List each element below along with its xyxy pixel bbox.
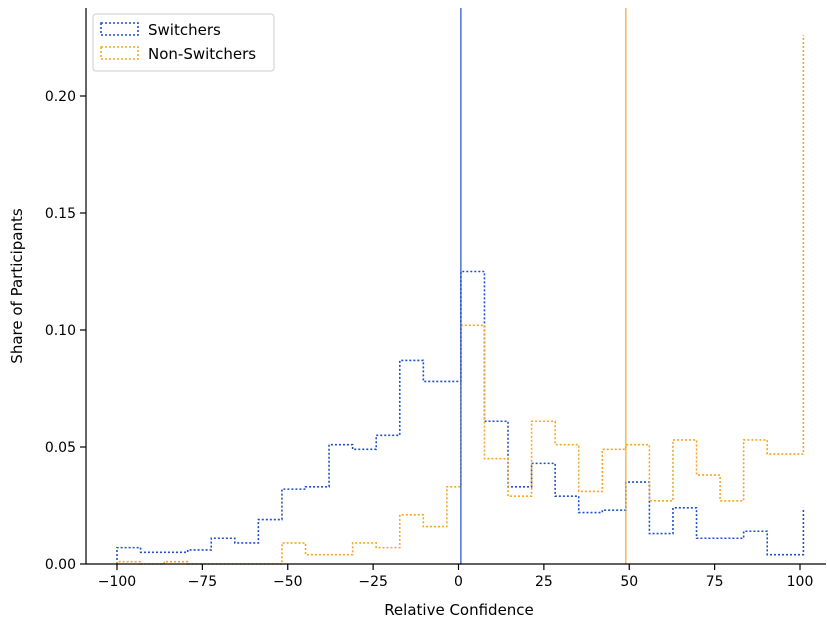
legend-swatch-non-switchers (100, 46, 139, 60)
x-tick-label: −50 (273, 574, 303, 590)
legend-swatch-switchers (100, 22, 139, 36)
y-tick-label: 0.10 (45, 323, 76, 339)
y-axis-title: Share of Participants (8, 208, 26, 364)
histogram-series-switchers (116, 270, 805, 564)
plot-area (116, 8, 805, 565)
x-tick-label: −25 (358, 574, 388, 590)
x-tick-label: −100 (98, 574, 136, 590)
legend-label-non-switchers: Non-Switchers (148, 45, 256, 63)
y-tick-label: 0.05 (45, 440, 76, 456)
x-tick-label: 25 (535, 574, 553, 590)
x-tick-label: 100 (787, 574, 814, 590)
legend-box (92, 13, 275, 72)
x-tick-label: 75 (706, 574, 724, 590)
legend-label-switchers: Switchers (148, 21, 221, 39)
y-tick-label: 0.15 (45, 206, 76, 222)
x-tick-label: 50 (620, 574, 638, 590)
y-tick-label: 0.00 (45, 557, 76, 573)
x-tick-label: −75 (188, 574, 218, 590)
x-tick-label: 0 (454, 574, 463, 590)
y-tick-label: 0.20 (45, 89, 76, 105)
x-axis-title: Relative Confidence (384, 601, 534, 619)
legend: Switchers Non-Switchers (92, 13, 275, 72)
axes (85, 8, 826, 565)
ticks: −100 −75 −50 −25 0 25 50 75 100 0.00 0.05 0.10 0.15 0… (45, 89, 814, 590)
histogram-series-non-switchers (116, 35, 805, 565)
